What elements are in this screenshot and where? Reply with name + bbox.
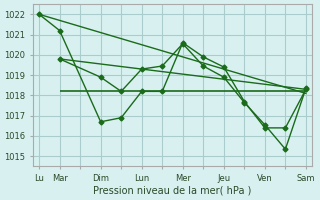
X-axis label: Pression niveau de la mer( hPa ): Pression niveau de la mer( hPa ) [93,186,252,196]
